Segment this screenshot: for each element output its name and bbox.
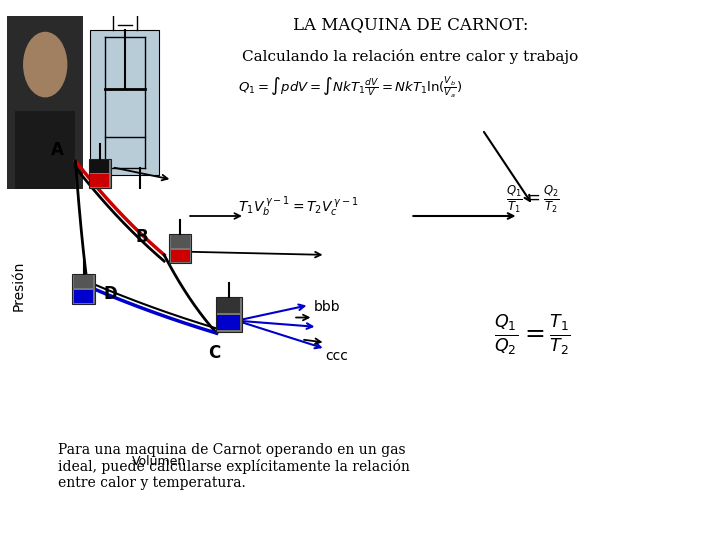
Bar	[73, 274, 94, 304]
Text: A: A	[51, 140, 64, 159]
Bar	[217, 298, 240, 313]
Text: Para una maquina de Carnot operando en un gas
ideal, puede calcularse explícitam: Para una maquina de Carnot operando en u…	[58, 443, 410, 490]
Text: $Q_1 = \int pdV = \int NkT_1 \frac{dV}{V} = NkT_1 \ln(\frac{V_b}{V_a})$: $Q_1 = \int pdV = \int NkT_1 \frac{dV}{V…	[238, 76, 462, 100]
Bar	[90, 174, 109, 187]
Text: Presión: Presión	[12, 261, 26, 312]
Text: B: B	[136, 228, 148, 246]
Text: bbb: bbb	[313, 300, 340, 314]
Bar	[217, 315, 240, 330]
Text: Volumen: Volumen	[132, 455, 186, 468]
Bar	[89, 159, 111, 188]
Bar	[74, 275, 93, 288]
Bar	[15, 111, 76, 189]
Bar	[169, 234, 192, 264]
Bar	[90, 159, 109, 172]
Text: D: D	[104, 285, 117, 303]
Text: Calculando la relación entre calor y trabajo: Calculando la relación entre calor y tra…	[242, 49, 579, 64]
Text: $T_1 V_b^{\,\gamma-1} = T_2 V_c^{\,\gamma-1}$: $T_1 V_b^{\,\gamma-1} = T_2 V_c^{\,\gamm…	[238, 194, 358, 219]
Bar	[171, 235, 190, 248]
Ellipse shape	[23, 32, 68, 97]
Bar	[89, 30, 159, 175]
Text: LA MAQUINA DE CARNOT:: LA MAQUINA DE CARNOT:	[292, 16, 528, 33]
Text: $\frac{Q_1}{T_1} = \frac{Q_2}{T_2}$: $\frac{Q_1}{T_1} = \frac{Q_2}{T_2}$	[506, 184, 559, 215]
Text: C: C	[209, 344, 221, 362]
Bar	[215, 297, 242, 332]
Bar	[7, 16, 84, 189]
Bar	[74, 291, 93, 303]
Bar	[171, 249, 190, 262]
Text: $\frac{Q_1}{Q_2} = \frac{T_1}{T_2}$: $\frac{Q_1}{Q_2} = \frac{T_1}{T_2}$	[495, 313, 571, 357]
Text: ccc: ccc	[325, 349, 348, 363]
